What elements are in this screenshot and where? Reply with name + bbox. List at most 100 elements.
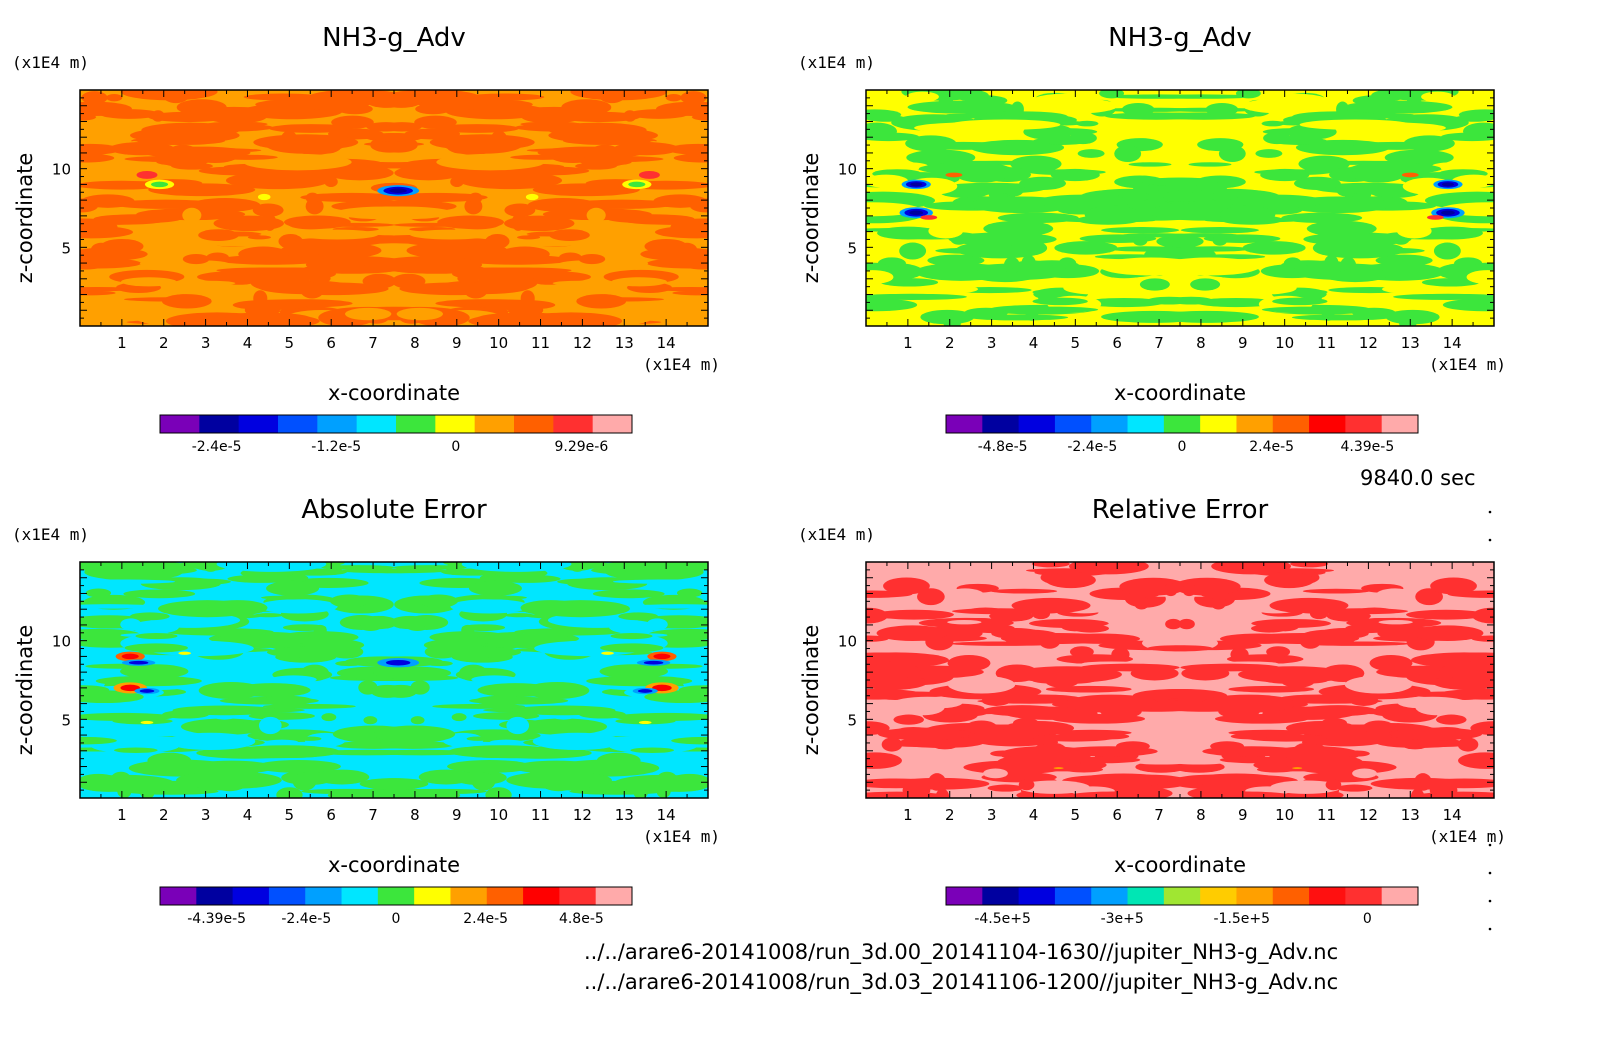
x-tick-label: 2: [945, 806, 955, 824]
contour-patch: [260, 695, 313, 706]
contour-patch-mirror: [1181, 666, 1230, 681]
contour-patch-mirror: [653, 125, 708, 135]
colorbar-swatch: [435, 415, 476, 433]
colorbar-swatch: [196, 887, 234, 905]
contour-patch: [1032, 289, 1063, 295]
panel-title: Relative Error: [1092, 495, 1269, 525]
contour-feature: [385, 659, 411, 666]
contour-patch: [190, 198, 261, 212]
contour-patch: [80, 685, 110, 695]
contour-patch: [121, 277, 177, 287]
contour-patch: [176, 280, 236, 286]
contour-patch-mirror: [1266, 646, 1291, 658]
contour-patch-mirror: [532, 732, 622, 751]
contour-patch: [292, 772, 317, 791]
contour-patch-mirror: [1472, 607, 1494, 624]
colorbar-label: -3e+5: [1101, 911, 1144, 927]
colorbar-frame: [159, 886, 633, 906]
contour-patch: [1063, 281, 1121, 295]
x-tick-label: 12: [573, 806, 592, 824]
x-tick-label: 4: [243, 334, 253, 352]
x-tick-label: 10: [1275, 806, 1294, 824]
contour-patch: [258, 599, 338, 614]
contour-patch: [90, 242, 112, 258]
colorbar-label: -2.4e-5: [1067, 439, 1117, 455]
contour-patch: [254, 613, 284, 618]
contour-patch-mirror: [1182, 583, 1197, 597]
contour-patch-mirror: [548, 127, 659, 144]
contour-patch: [1109, 246, 1183, 252]
contour-patch-mirror: [680, 91, 707, 105]
contour-patch-mirror: [1353, 190, 1408, 195]
contour-patch-mirror: [390, 615, 429, 630]
contour-patch: [280, 130, 298, 148]
contour-patch-mirror: [423, 243, 447, 254]
colorbar-swatch: [278, 415, 318, 433]
colorbar-frame: [945, 886, 1419, 906]
contour-patch-mirror: [672, 290, 708, 296]
contour-patch: [1133, 596, 1150, 610]
contour-patch: [363, 716, 378, 725]
contour-patch-mirror: [1401, 739, 1429, 750]
y-tick-label: 10: [52, 161, 71, 179]
x-tick-label: 8: [1196, 806, 1206, 824]
x-unit-label: (x1E4 m): [643, 355, 720, 374]
contour-patch: [1163, 583, 1178, 597]
contour-patch: [1005, 186, 1024, 197]
contour-patch-mirror: [1321, 664, 1365, 683]
colorbar-swatch: [160, 415, 200, 433]
contour-patch: [85, 588, 112, 598]
x-tick-label: 11: [1317, 334, 1336, 352]
contour-patch-mirror: [466, 736, 490, 741]
contour-patch: [866, 132, 919, 142]
contour-patch: [252, 203, 284, 217]
x-axis-label: x-coordinate: [1114, 381, 1246, 405]
contour-patch-mirror: [399, 282, 511, 296]
contour-patch-mirror: [678, 685, 708, 695]
contour-patch-mirror: [689, 198, 708, 213]
contour-patch-mirror: [379, 92, 424, 108]
contour-patch-mirror: [475, 695, 528, 706]
contour-patch: [952, 190, 1007, 195]
contour-patch: [80, 198, 99, 213]
contour-patch: [997, 694, 1082, 704]
contour-patch-mirror: [552, 280, 612, 286]
y-unit-label: (x1E4 m): [12, 53, 89, 72]
contour-patch: [172, 705, 278, 716]
heatmap-field: [866, 562, 1494, 798]
colorbar-swatch: [1236, 887, 1274, 905]
margin-dot: [1488, 899, 1492, 903]
contour-patch-mirror: [474, 595, 527, 600]
contour-patch: [124, 643, 188, 653]
contour-feature: [140, 720, 154, 725]
contour-patch: [1030, 98, 1118, 114]
contour-patch: [80, 125, 135, 135]
contour-patch: [80, 153, 115, 163]
contour-patch: [1165, 618, 1182, 630]
contour-patch-mirror: [1168, 233, 1240, 238]
contour-patch: [176, 99, 227, 116]
contour-patch: [1059, 746, 1158, 757]
contour-patch-mirror: [396, 788, 487, 795]
x-tick-label: 5: [285, 806, 295, 824]
x-tick-label: 12: [573, 334, 592, 352]
contour-patch: [866, 607, 888, 624]
contour-patch-mirror: [399, 263, 427, 272]
contour-patch-mirror: [1228, 685, 1315, 693]
contour-patch: [952, 608, 1050, 615]
contour-patch-mirror: [1255, 149, 1283, 158]
colorbar-swatch: [1272, 415, 1310, 433]
contour-patch: [148, 183, 256, 197]
contour-patch: [81, 91, 108, 105]
colorbar-label: 0: [1363, 911, 1372, 927]
contour-patch-mirror: [404, 237, 497, 247]
contour-patch-mirror: [1420, 778, 1494, 789]
x-tick-label: 4: [1029, 806, 1039, 824]
y-tick-label: 5: [61, 711, 71, 729]
x-tick-label: 8: [410, 334, 420, 352]
contour-patch: [1002, 306, 1099, 313]
x-tick-label: 7: [1154, 806, 1164, 824]
contour-patch: [866, 661, 921, 680]
contour-patch: [309, 273, 331, 284]
